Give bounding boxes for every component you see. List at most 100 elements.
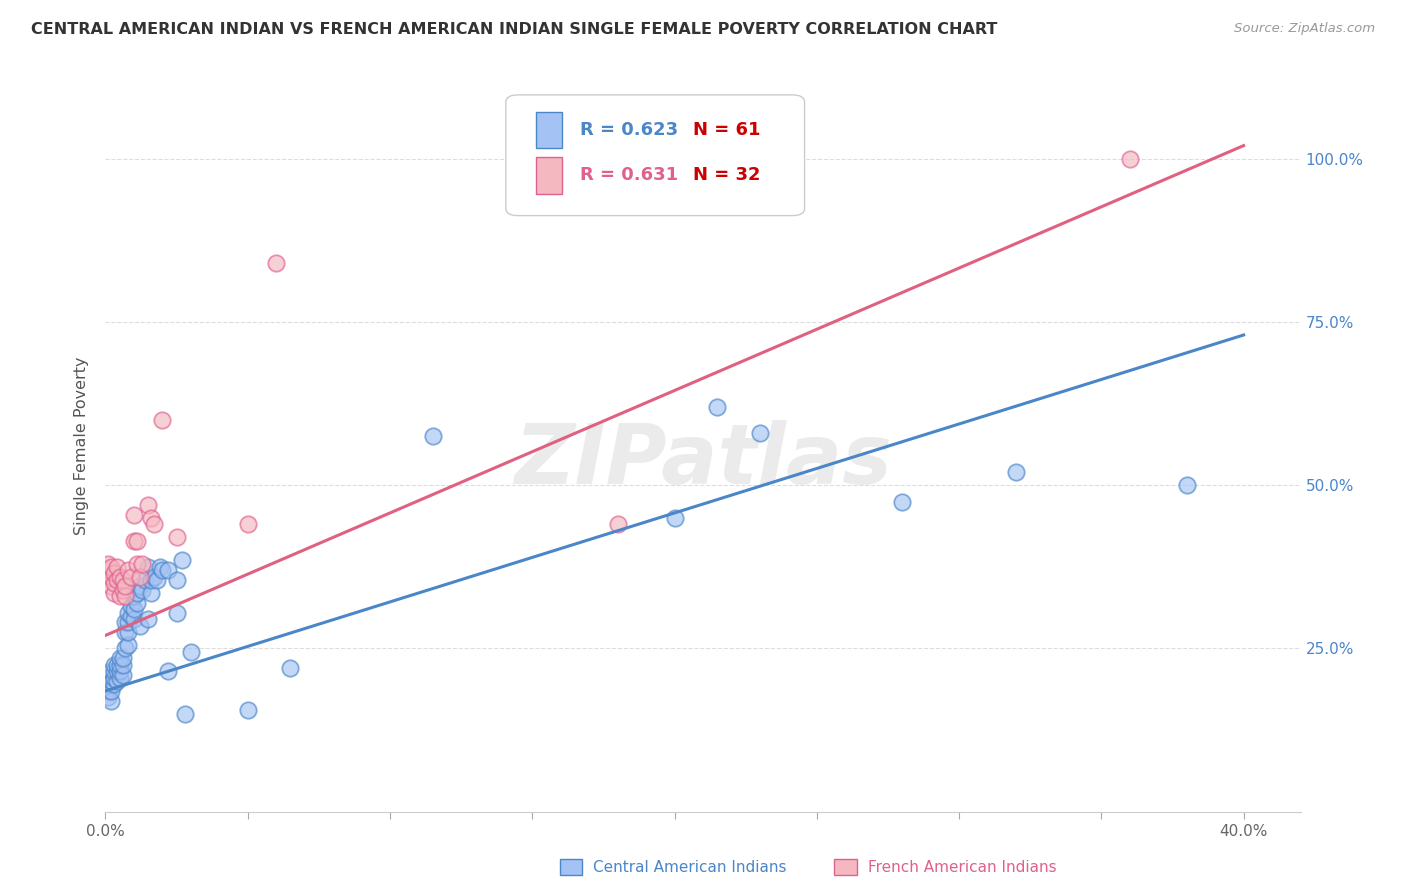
Text: Central American Indians: Central American Indians	[593, 860, 787, 874]
Point	[236, 517, 259, 532]
Point	[157, 563, 180, 577]
Point	[108, 569, 131, 583]
Point	[606, 517, 628, 532]
Point	[105, 665, 128, 679]
Point	[142, 569, 165, 583]
Point	[128, 579, 150, 593]
Point	[122, 533, 145, 548]
Point	[114, 615, 136, 630]
Point	[111, 573, 134, 587]
Point	[145, 573, 167, 587]
Point	[422, 429, 444, 443]
Point	[108, 651, 131, 665]
Point	[97, 557, 120, 571]
Point	[100, 579, 122, 593]
Y-axis label: Single Female Poverty: Single Female Poverty	[75, 357, 90, 535]
Point	[148, 559, 170, 574]
Point	[150, 413, 173, 427]
Point	[100, 674, 122, 689]
Point	[166, 573, 188, 587]
Point	[105, 573, 128, 587]
Point	[280, 661, 302, 675]
Point	[1175, 478, 1198, 492]
Point	[111, 667, 134, 681]
Point	[100, 694, 122, 708]
Point	[117, 638, 139, 652]
Point	[120, 608, 142, 623]
Point	[748, 425, 770, 440]
Point	[891, 494, 914, 508]
Point	[166, 606, 188, 620]
Point	[103, 566, 125, 581]
Point	[105, 559, 128, 574]
Point	[264, 256, 287, 270]
Text: French American Indians: French American Indians	[869, 860, 1057, 874]
Point	[122, 589, 145, 603]
Point	[103, 665, 125, 679]
Point	[97, 690, 120, 705]
Point	[122, 602, 145, 616]
Point	[103, 657, 125, 672]
Point	[100, 569, 122, 583]
Point	[100, 665, 122, 679]
Point	[103, 586, 125, 600]
Point	[664, 511, 686, 525]
Point	[108, 671, 131, 685]
Point	[120, 599, 142, 613]
Point	[117, 563, 139, 577]
FancyBboxPatch shape	[506, 95, 804, 216]
Text: R = 0.623: R = 0.623	[579, 121, 678, 139]
FancyBboxPatch shape	[536, 112, 562, 148]
Point	[105, 657, 128, 672]
Point	[125, 596, 148, 610]
Point	[114, 625, 136, 640]
Text: Source: ZipAtlas.com: Source: ZipAtlas.com	[1234, 22, 1375, 36]
Point	[128, 569, 150, 583]
Text: ZIPatlas: ZIPatlas	[515, 420, 891, 501]
Text: N = 61: N = 61	[693, 121, 761, 139]
Point	[97, 677, 120, 691]
Point	[125, 533, 148, 548]
Point	[100, 559, 122, 574]
Point	[142, 517, 165, 532]
Point	[1119, 152, 1142, 166]
Point	[108, 665, 131, 679]
Point	[128, 618, 150, 632]
Point	[136, 498, 159, 512]
Point	[150, 563, 173, 577]
Point	[108, 589, 131, 603]
Point	[139, 586, 162, 600]
Point	[111, 582, 134, 597]
Point	[166, 530, 188, 544]
Text: CENTRAL AMERICAN INDIAN VS FRENCH AMERICAN INDIAN SINGLE FEMALE POVERTY CORRELAT: CENTRAL AMERICAN INDIAN VS FRENCH AMERIC…	[31, 22, 997, 37]
Text: N = 32: N = 32	[693, 167, 761, 185]
Point	[114, 589, 136, 603]
Point	[105, 674, 128, 689]
Point	[131, 557, 153, 571]
Point	[136, 612, 159, 626]
Text: R = 0.631: R = 0.631	[579, 167, 678, 185]
FancyBboxPatch shape	[536, 157, 562, 194]
Point	[103, 677, 125, 691]
Point	[180, 645, 202, 659]
Point	[157, 665, 180, 679]
Point	[236, 704, 259, 718]
Point	[117, 615, 139, 630]
Point	[706, 400, 728, 414]
Point	[97, 563, 120, 577]
Point	[111, 651, 134, 665]
Point	[97, 684, 120, 698]
Point	[117, 606, 139, 620]
Point	[134, 573, 156, 587]
Point	[120, 569, 142, 583]
Point	[122, 612, 145, 626]
Point	[172, 553, 194, 567]
Point	[122, 508, 145, 522]
Point	[114, 579, 136, 593]
Point	[114, 641, 136, 656]
Point	[125, 586, 148, 600]
Point	[174, 706, 197, 721]
Point	[131, 582, 153, 597]
Point	[103, 576, 125, 591]
Point	[1005, 465, 1028, 479]
